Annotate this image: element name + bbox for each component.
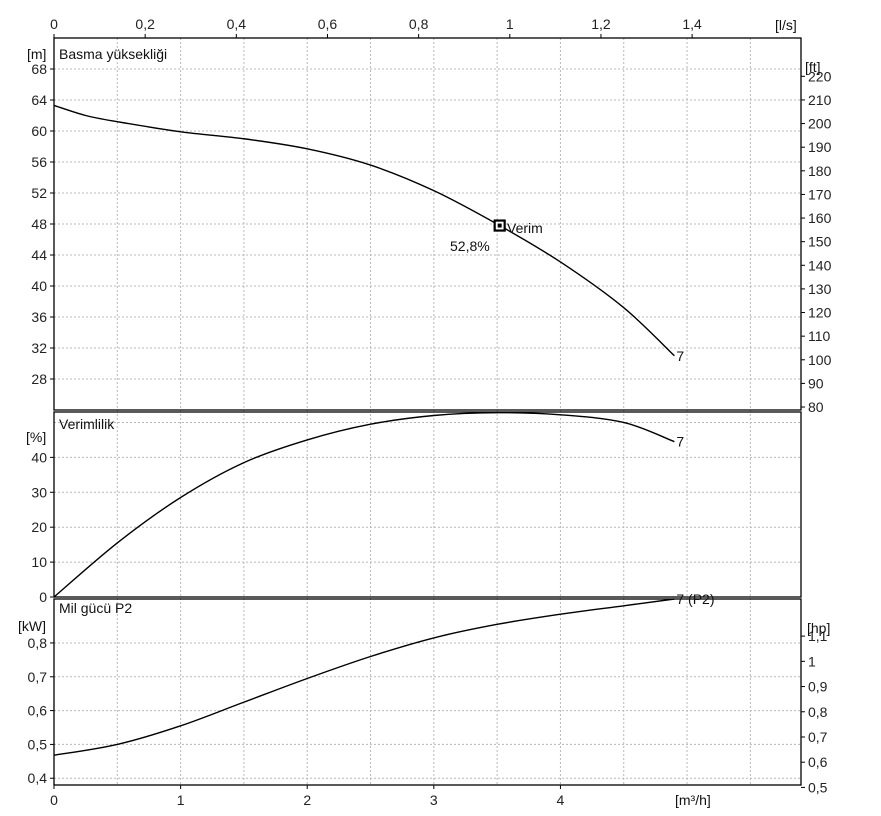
series-curve-power (53, 598, 675, 756)
y-tick-label: 0,5 (28, 736, 48, 752)
top-tick-label: 1,4 (682, 16, 702, 32)
y-tick-label: 30 (31, 484, 47, 500)
top-tick-label: 0 (50, 16, 58, 32)
y-tick-label: 0,8 (28, 635, 48, 651)
top-tick-label: 1 (506, 16, 514, 32)
right-tick-label: 220 (808, 68, 832, 84)
right-tick-label: 80 (808, 399, 824, 415)
y-tick-label: 0,4 (28, 770, 48, 786)
right-tick-label: 210 (808, 92, 832, 108)
y-tick-label: 44 (31, 247, 47, 263)
right-tick-label: 0,7 (808, 729, 828, 745)
bottom-tick-label: 2 (303, 792, 311, 808)
series-curve-efficiency (53, 411, 675, 598)
right-tick-label: 110 (808, 328, 831, 344)
right-tick-label: 180 (808, 163, 832, 179)
bottom-axis-unit: [m³/h] (675, 792, 711, 808)
y-tick-label: 0,6 (28, 703, 48, 719)
bottom-tick-label: 4 (557, 792, 565, 808)
right-tick-label: 0,8 (808, 704, 828, 720)
y-tick-label: 36 (31, 309, 47, 325)
right-tick-label: 1,1 (808, 628, 828, 644)
right-tick-label: 100 (808, 352, 832, 368)
head-right-unit: [ft] (805, 59, 821, 75)
right-tick-label: 90 (808, 375, 824, 391)
power-right-unit: [hp] (807, 620, 830, 636)
y-tick-label: 48 (31, 216, 47, 232)
y-tick-label: 10 (31, 554, 47, 570)
top-tick-label: 0,6 (318, 16, 338, 32)
y-tick-label: 40 (31, 449, 47, 465)
top-tick-label: 0,4 (227, 16, 247, 32)
power-panel-title: Mil gücü P2 (59, 600, 132, 616)
verim-marker-label: Verim (507, 220, 543, 236)
right-tick-label: 130 (808, 281, 832, 297)
efficiency-point-marker-center (497, 223, 502, 228)
head-left-unit: [m] (27, 46, 46, 62)
right-tick-label: 170 (808, 186, 832, 202)
right-tick-label: 140 (808, 257, 832, 273)
right-tick-label: 0,5 (808, 779, 828, 795)
y-tick-label: 68 (31, 61, 47, 77)
series-end-label: 7 (676, 348, 684, 364)
right-tick-label: 160 (808, 210, 832, 226)
bottom-tick-label: 3 (430, 792, 438, 808)
efficiency-panel-title: Verimlilik (59, 416, 115, 432)
series-curve-head (53, 104, 675, 357)
panel-frame (53, 37, 802, 411)
series-end-label: 7 (676, 434, 684, 450)
power-left-unit: [kW] (18, 618, 46, 634)
y-tick-label: 52 (31, 185, 47, 201)
panel-frame (53, 411, 802, 598)
bottom-tick-label: 1 (177, 792, 185, 808)
top-axis-unit: [l/s] (775, 17, 797, 33)
top-tick-label: 0,8 (409, 16, 429, 32)
series-end-label: 7 (P2) (676, 591, 714, 607)
y-tick-label: 40 (31, 278, 47, 294)
y-tick-label: 56 (31, 154, 47, 170)
head-panel-title: Basma yüksekliği (59, 46, 167, 62)
right-tick-label: 190 (808, 139, 832, 155)
right-tick-label: 200 (808, 116, 832, 132)
y-tick-label: 60 (31, 123, 47, 139)
y-tick-label: 20 (31, 519, 47, 535)
verim-value-label: 52,8% (450, 238, 490, 254)
right-tick-label: 0,6 (808, 754, 828, 770)
y-tick-label: 0 (39, 589, 47, 605)
right-tick-label: 0,9 (808, 679, 828, 695)
panel-frame (53, 598, 802, 786)
top-tick-label: 0,2 (135, 16, 155, 32)
right-tick-label: 150 (808, 234, 832, 250)
y-tick-label: 0,7 (28, 669, 48, 685)
bottom-tick-label: 0 (50, 792, 58, 808)
top-tick-label: 1,2 (591, 16, 611, 32)
efficiency-left-unit: [%] (26, 429, 46, 445)
y-tick-label: 28 (31, 371, 47, 387)
right-tick-label: 1 (808, 653, 816, 669)
y-tick-label: 32 (31, 340, 47, 356)
right-tick-label: 120 (808, 305, 832, 321)
y-tick-label: 64 (31, 92, 47, 108)
